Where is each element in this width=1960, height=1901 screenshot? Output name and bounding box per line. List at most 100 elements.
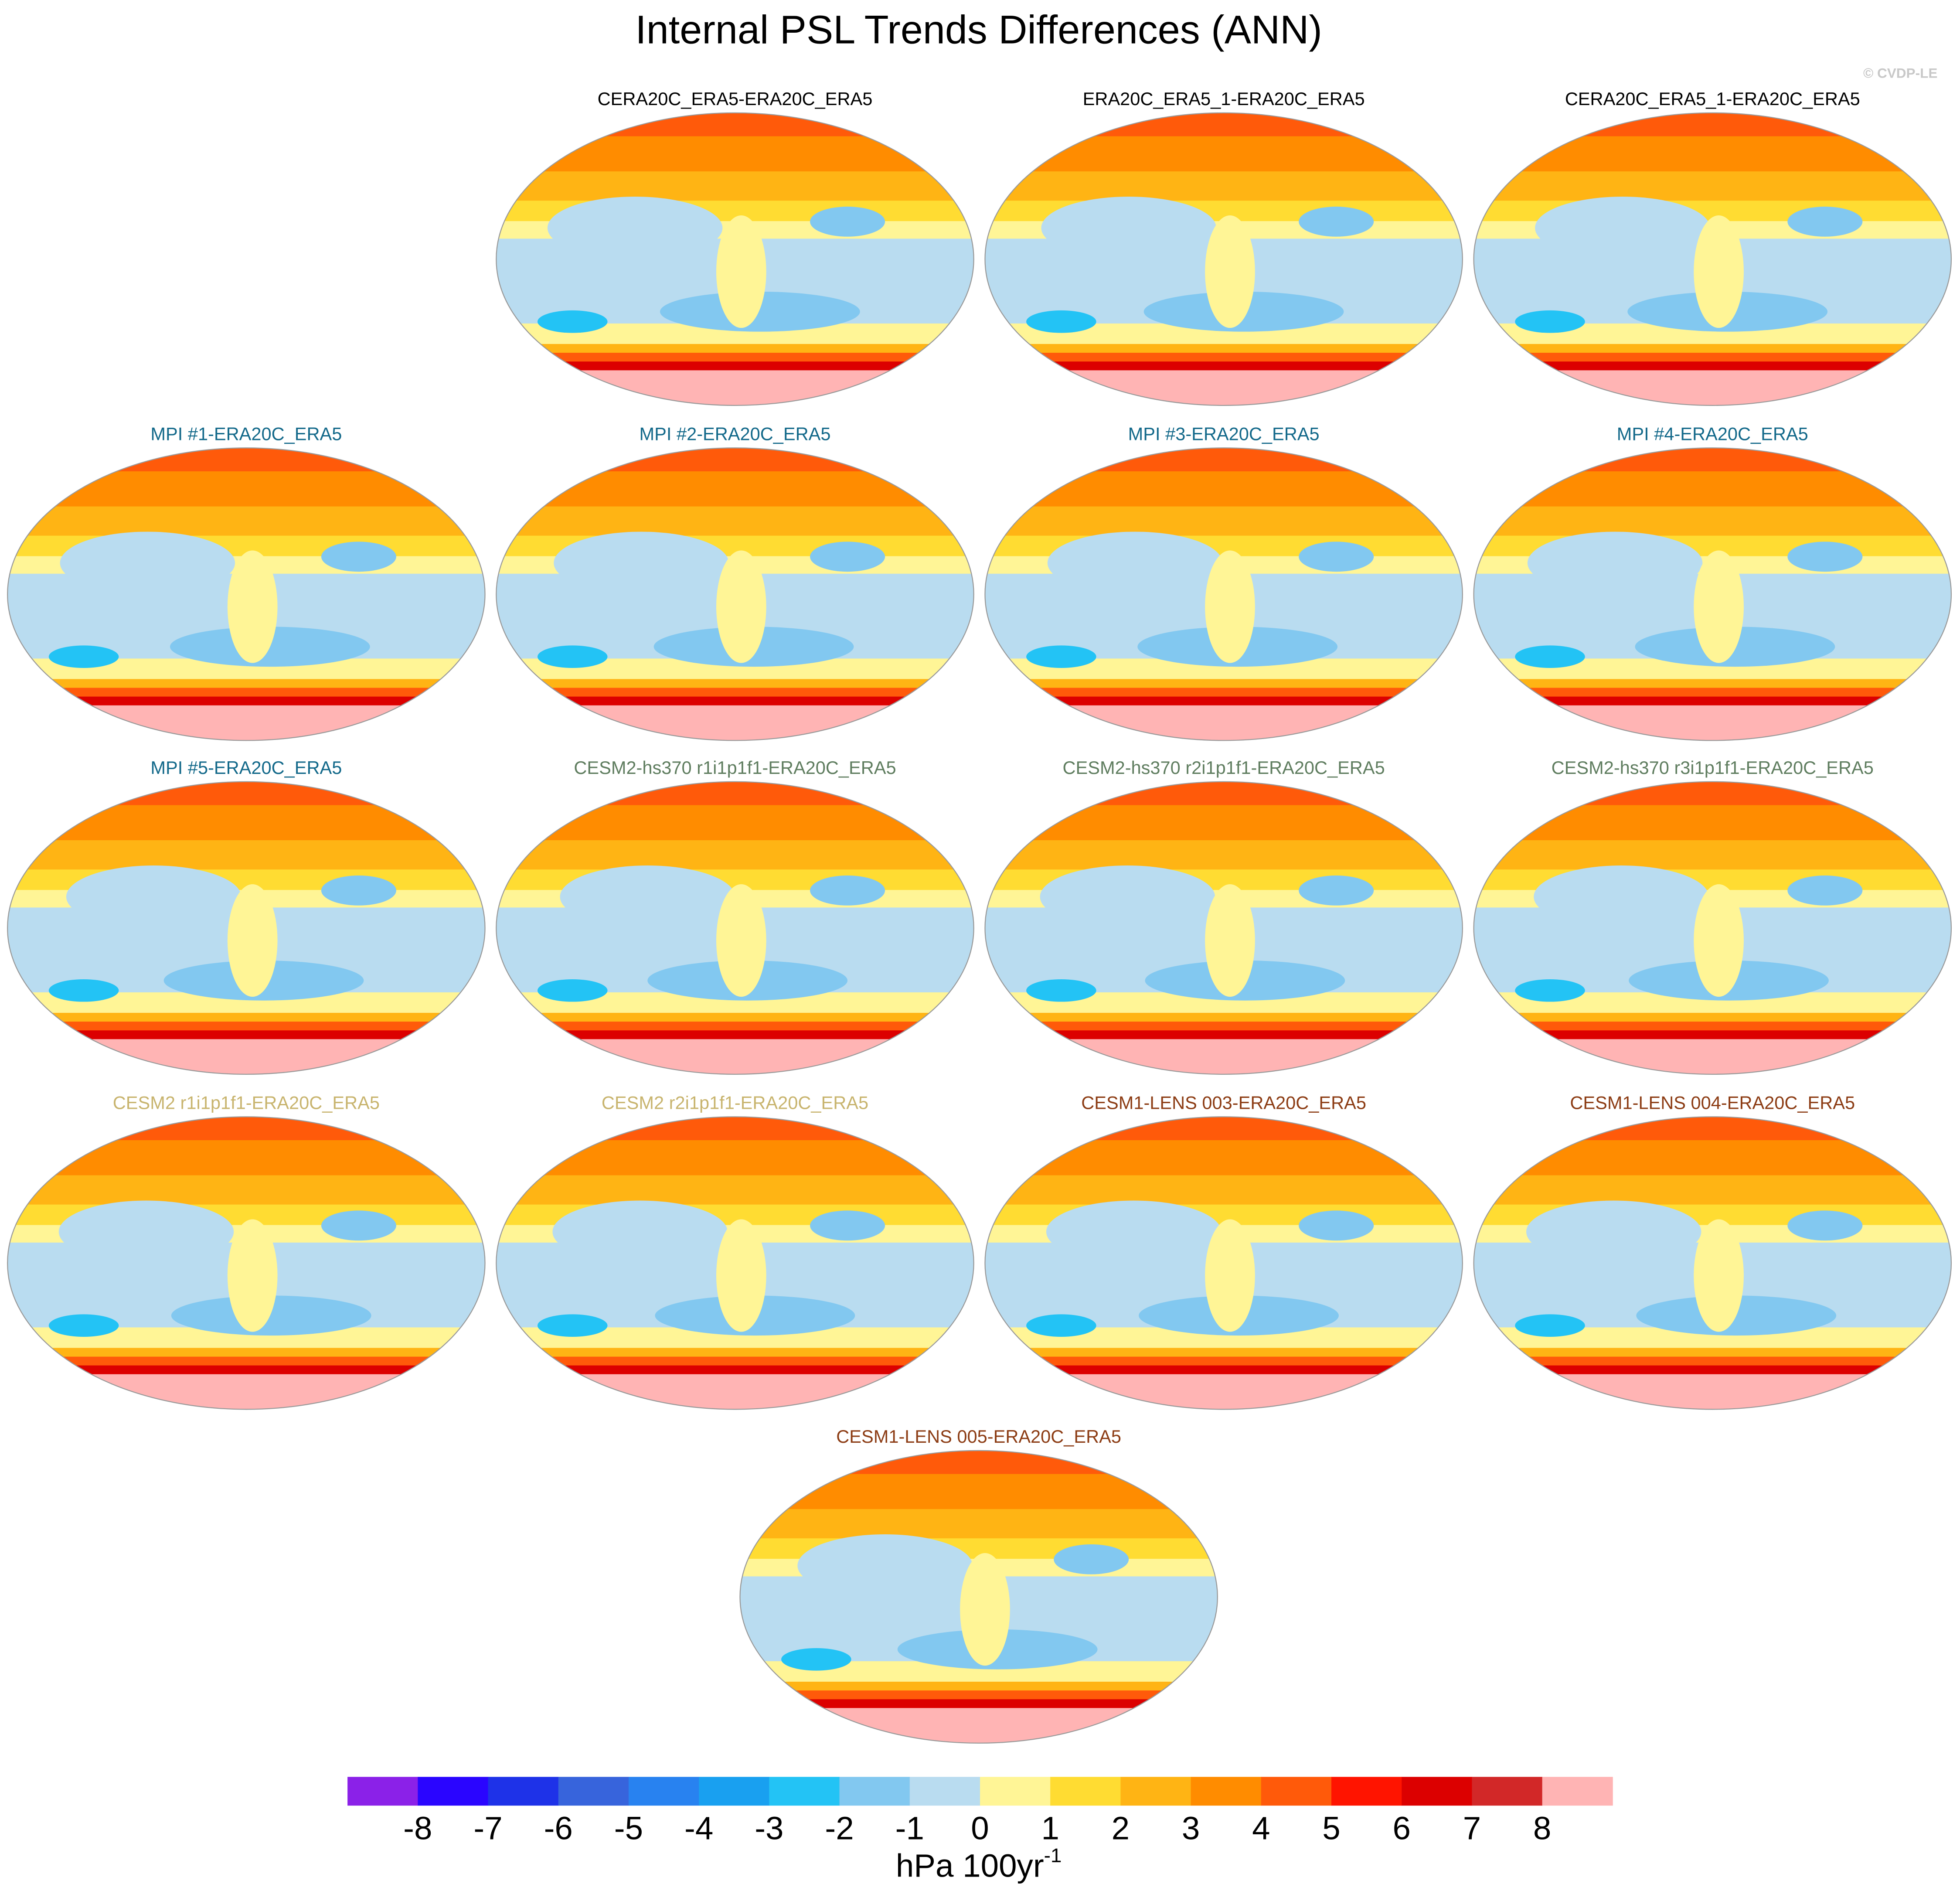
colorbar-box	[628, 1777, 700, 1806]
panel-title: CERA20C_ERA5-ERA20C_ERA5	[598, 89, 873, 109]
map-band	[985, 1039, 1463, 1074]
map-band	[985, 705, 1463, 741]
map-band	[985, 344, 1463, 354]
map-blob	[58, 1200, 234, 1263]
map-band	[985, 679, 1463, 688]
map-band	[1473, 370, 1951, 405]
panel-title: CESM2-hs370 r2i1p1f1-ERA20C_ERA5	[1063, 757, 1385, 778]
map-band	[1473, 344, 1951, 354]
map-band	[496, 781, 974, 806]
map-blob	[547, 196, 723, 259]
map-band	[740, 1690, 1218, 1700]
colorbar-box	[980, 1777, 1051, 1806]
map-outline	[984, 112, 1463, 406]
map	[1473, 1117, 1951, 1410]
map-blob	[1787, 206, 1863, 237]
map-band	[7, 688, 485, 698]
map-band	[7, 1012, 485, 1022]
map-band	[496, 696, 974, 706]
map-blob	[1205, 215, 1255, 328]
colorbar-tick-label: 8	[1533, 1810, 1551, 1846]
map-outline	[984, 447, 1463, 741]
map-blob	[1041, 196, 1216, 259]
colorbar-box	[1120, 1777, 1191, 1806]
map-blob	[1205, 884, 1255, 997]
colorbar-box	[1191, 1777, 1262, 1806]
map-blob	[552, 1200, 728, 1263]
map-blob	[1026, 979, 1096, 1002]
map	[496, 781, 974, 1074]
map-blob	[227, 1219, 278, 1332]
map-band	[1473, 448, 1951, 472]
map-blob	[48, 645, 119, 668]
map-blob	[1205, 550, 1255, 663]
panel: CESM1-LENS 003-ERA20C_ERA5	[984, 1093, 1463, 1410]
map-band	[496, 1356, 974, 1366]
map-blob	[1515, 310, 1585, 333]
map-band	[740, 1450, 1218, 1475]
map-band	[1473, 171, 1951, 201]
map-band	[1473, 679, 1951, 688]
map-blob	[716, 215, 766, 328]
map-blob	[1026, 310, 1096, 333]
colorbar-box	[699, 1777, 770, 1806]
map-band	[7, 1117, 485, 1141]
map-band	[985, 696, 1463, 706]
colorbar-tick-label: -3	[755, 1810, 783, 1846]
colorbar-tick-label: -6	[544, 1810, 573, 1846]
map-blob	[810, 542, 885, 572]
units-exponent: -1	[1044, 1844, 1062, 1867]
map-outline	[984, 1116, 1463, 1410]
units: hPa 100yr	[896, 1847, 1044, 1884]
map-blob	[66, 865, 242, 928]
map-band	[496, 448, 974, 472]
panel: MPI #5-ERA20C_ERA5	[7, 757, 486, 1075]
map-outline	[496, 112, 974, 406]
map-band	[1473, 688, 1951, 698]
panel: CERA20C_ERA5-ERA20C_ERA5	[496, 89, 974, 406]
map-blob	[48, 1314, 119, 1337]
map-band	[1473, 1365, 1951, 1375]
panel-title: MPI #5-ERA20C_ERA5	[150, 757, 342, 778]
map-blob	[1299, 1210, 1374, 1241]
colorbar-box	[558, 1777, 629, 1806]
map-band	[985, 1356, 1463, 1366]
map-blob	[554, 531, 729, 594]
map-band	[7, 448, 485, 472]
map-band	[1473, 506, 1951, 537]
map-blob	[1299, 206, 1374, 237]
map-band	[740, 1708, 1218, 1743]
map	[740, 1450, 1218, 1743]
map-band	[985, 448, 1463, 472]
panel: MPI #2-ERA20C_ERA5	[496, 424, 974, 741]
map-outline	[1473, 447, 1952, 741]
map-band	[1473, 781, 1951, 806]
panel-title: CESM2-hs370 r3i1p1f1-ERA20C_ERA5	[1552, 757, 1874, 778]
map-band	[496, 353, 974, 362]
map-blob	[321, 1210, 396, 1241]
map-band	[1473, 840, 1951, 870]
panel-title: CESM1-LENS 004-ERA20C_ERA5	[1570, 1093, 1855, 1113]
map-band	[7, 506, 485, 537]
colorbar-tick-label: 1	[1041, 1810, 1059, 1846]
map-band	[496, 370, 974, 405]
map-band	[740, 1509, 1218, 1539]
map-band	[985, 1348, 1463, 1357]
panel: CERA20C_ERA5_1-ERA20C_ERA5	[1473, 89, 1952, 406]
map-band	[496, 1012, 974, 1022]
map-band	[985, 506, 1463, 537]
map-outline	[1473, 1116, 1952, 1410]
map-band	[496, 1175, 974, 1206]
map-band	[496, 679, 974, 688]
colorbar-box	[1331, 1777, 1402, 1806]
map-blob	[810, 1210, 885, 1241]
panel-title: CESM2-hs370 r1i1p1f1-ERA20C_ERA5	[574, 757, 896, 778]
map-band	[1473, 705, 1951, 741]
panel: MPI #1-ERA20C_ERA5	[7, 424, 486, 741]
map-blob	[560, 865, 735, 928]
map-outline	[7, 447, 486, 741]
map-blob	[321, 542, 396, 572]
colorbar-box	[347, 1777, 419, 1806]
map-band	[1473, 353, 1951, 362]
map-blob	[716, 884, 766, 997]
